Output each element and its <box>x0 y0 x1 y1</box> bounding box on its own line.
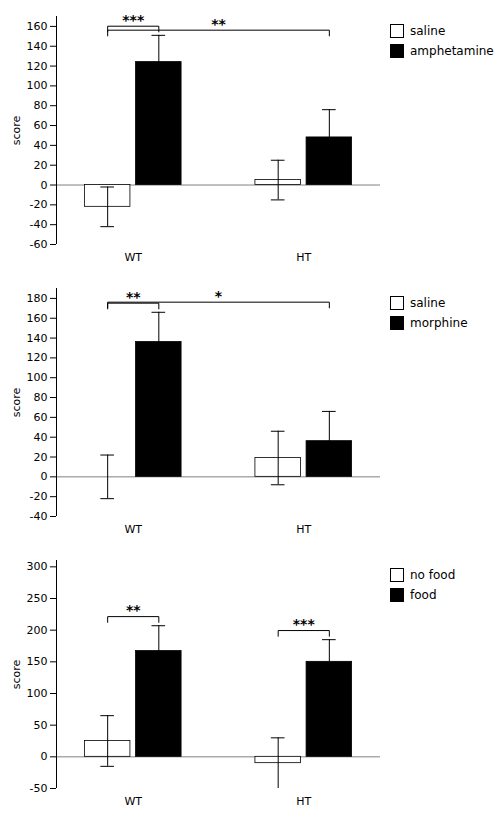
html-text:no food: no food <box>410 568 456 582</box>
svg-text:-40: -40 <box>30 218 48 231</box>
html-text:amphetamine: amphetamine <box>410 44 494 58</box>
svg-text:0: 0 <box>41 750 48 763</box>
svg-text:HT: HT <box>296 795 311 808</box>
svg-text:0: 0 <box>41 179 48 192</box>
svg-text:score: score <box>10 659 23 689</box>
svg-text:50: 50 <box>34 719 48 732</box>
html-text:morphine: morphine <box>410 316 468 330</box>
svg-text:40: 40 <box>34 431 48 444</box>
html-text:saline: saline <box>410 24 446 38</box>
svg-text:140: 140 <box>27 40 48 53</box>
svg-text:300: 300 <box>27 560 48 573</box>
svg-text:-60: -60 <box>30 238 48 251</box>
svg-text:score: score <box>10 115 23 145</box>
svg-text:20: 20 <box>34 159 48 172</box>
svg-text:HT: HT <box>296 523 311 536</box>
svg-text:60: 60 <box>34 119 48 132</box>
svg-text:**: ** <box>211 16 226 32</box>
svg-text:120: 120 <box>27 351 48 364</box>
svg-text:100: 100 <box>27 79 48 92</box>
svg-text:140: 140 <box>27 332 48 345</box>
svg-text:40: 40 <box>34 139 48 152</box>
html-text:food: food <box>410 588 437 602</box>
svg-text:WT: WT <box>124 795 142 808</box>
svg-text:score: score <box>10 387 23 417</box>
svg-text:**: ** <box>126 289 141 305</box>
svg-text:WT: WT <box>124 251 142 264</box>
svg-text:180: 180 <box>27 292 48 305</box>
svg-text:-50: -50 <box>30 782 48 795</box>
svg-text:250: 250 <box>27 592 48 605</box>
svg-text:100: 100 <box>27 687 48 700</box>
svg-text:100: 100 <box>27 371 48 384</box>
html-text:saline: saline <box>410 296 446 310</box>
svg-text:80: 80 <box>34 391 48 404</box>
svg-text:150: 150 <box>27 655 48 668</box>
svg-text:***: *** <box>293 616 316 632</box>
svg-text:HT: HT <box>296 251 311 264</box>
svg-text:60: 60 <box>34 411 48 424</box>
svg-text:-40: -40 <box>30 510 48 523</box>
svg-text:0: 0 <box>41 470 48 483</box>
svg-text:***: *** <box>122 12 145 28</box>
svg-text:160: 160 <box>27 20 48 33</box>
svg-text:80: 80 <box>34 99 48 112</box>
svg-text:200: 200 <box>27 624 48 637</box>
svg-text:120: 120 <box>27 60 48 73</box>
svg-text:WT: WT <box>124 523 142 536</box>
svg-text:-20: -20 <box>30 490 48 503</box>
svg-text:**: ** <box>126 602 141 618</box>
svg-text:*: * <box>215 288 223 304</box>
svg-text:20: 20 <box>34 451 48 464</box>
svg-text:160: 160 <box>27 312 48 325</box>
svg-text:-20: -20 <box>30 198 48 211</box>
